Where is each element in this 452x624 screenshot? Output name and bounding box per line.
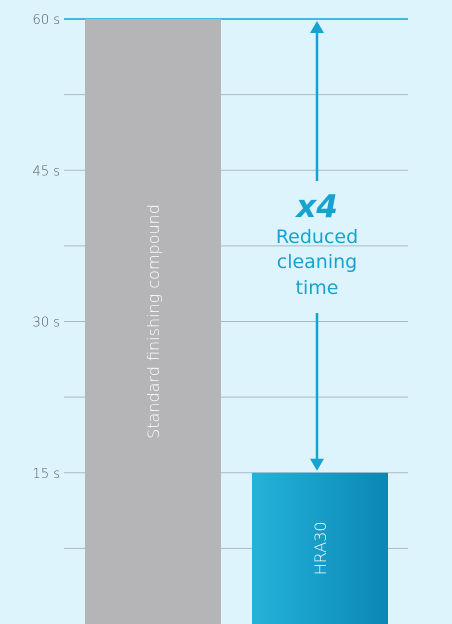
bar-label-standard: Standard finishing compound xyxy=(144,204,163,439)
y-tick-label: 15 s xyxy=(33,467,60,482)
bar-label-hra30: HRA30 xyxy=(311,521,330,575)
annotation-line-cleaning: cleaning xyxy=(277,251,357,273)
bar-hra30 xyxy=(252,472,388,624)
y-tick-label: 45 s xyxy=(33,164,60,179)
annotation-line-time: time xyxy=(296,277,339,299)
reduction-annotation: x4 Reduced cleaning time xyxy=(276,21,358,471)
bars: Standard finishing compound HRA30 xyxy=(85,19,388,624)
arrow-head-down-icon xyxy=(310,458,324,471)
reduction-factor: x4 xyxy=(294,189,338,225)
y-tick-label: 30 s xyxy=(33,316,60,331)
y-tick-label: 60 s xyxy=(33,13,60,28)
bar-standard-finishing-compound xyxy=(85,19,221,624)
annotation-line-reduced: Reduced xyxy=(276,226,358,248)
y-axis-ticks: 15 s 30 s 45 s 60 s xyxy=(33,13,60,482)
arrow-head-up-icon xyxy=(310,21,324,33)
